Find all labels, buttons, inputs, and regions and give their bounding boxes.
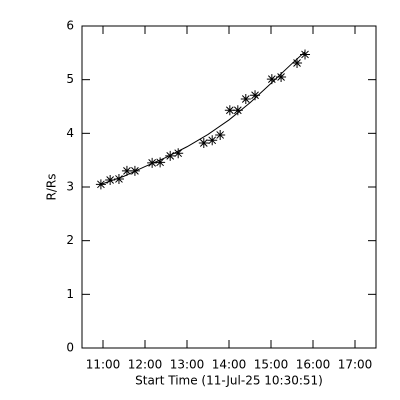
data-point bbox=[147, 157, 158, 168]
x-tick-label: 13:00 bbox=[170, 358, 205, 372]
fit-curve bbox=[100, 51, 306, 185]
y-tick-label: 3 bbox=[66, 180, 74, 194]
data-point bbox=[121, 165, 132, 176]
y-axis-label: R/Rs bbox=[45, 174, 59, 201]
data-point bbox=[250, 90, 261, 101]
data-point bbox=[232, 105, 243, 116]
data-point bbox=[198, 137, 209, 148]
data-point bbox=[300, 49, 311, 60]
y-tick-label: 5 bbox=[66, 72, 74, 86]
data-point bbox=[105, 175, 116, 186]
y-tick-label: 2 bbox=[66, 233, 74, 247]
x-tick-label: 16:00 bbox=[296, 358, 331, 372]
y-tick-label: 0 bbox=[66, 341, 74, 355]
y-tick-label: 1 bbox=[66, 287, 74, 301]
data-point bbox=[292, 58, 303, 69]
data-point bbox=[155, 157, 166, 168]
x-tick-label: 11:00 bbox=[86, 358, 121, 372]
plot-frame bbox=[81, 25, 377, 349]
y-tick-label: 6 bbox=[66, 19, 74, 33]
data-point bbox=[207, 135, 218, 146]
data-point bbox=[266, 74, 277, 85]
data-point bbox=[224, 105, 235, 116]
data-point bbox=[129, 165, 140, 176]
y-tick-label: 4 bbox=[66, 126, 74, 140]
x-tick-label: 15:00 bbox=[254, 358, 289, 372]
x-tick-label: 17:00 bbox=[338, 358, 373, 372]
data-point bbox=[165, 150, 176, 161]
data-point bbox=[240, 93, 251, 104]
data-point bbox=[113, 173, 124, 184]
data-point bbox=[95, 179, 106, 190]
data-point bbox=[276, 71, 287, 82]
x-axis-label: Start Time (11-Jul-25 10:30:51) bbox=[135, 374, 323, 388]
data-point bbox=[173, 148, 184, 159]
data-point bbox=[215, 129, 226, 140]
x-tick-label: 14:00 bbox=[212, 358, 247, 372]
x-tick-label: 12:00 bbox=[128, 358, 163, 372]
